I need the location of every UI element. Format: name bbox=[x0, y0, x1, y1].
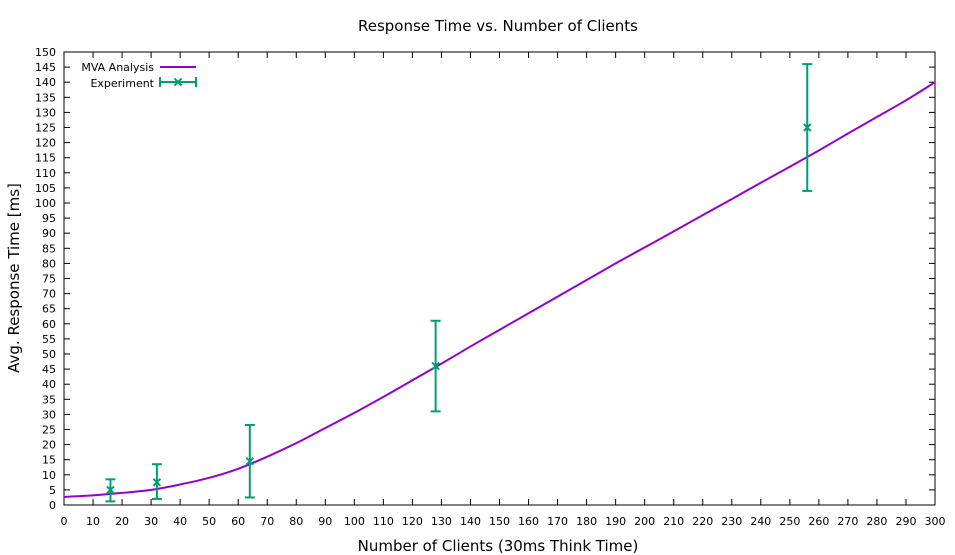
x-marker bbox=[431, 361, 440, 371]
experiment-point bbox=[430, 319, 441, 413]
y-tick-label: 15 bbox=[42, 454, 56, 467]
legend-x-marker bbox=[173, 77, 183, 87]
y-tick-label: 105 bbox=[35, 182, 56, 195]
x-tick-label: 10 bbox=[86, 515, 100, 528]
y-tick-label: 20 bbox=[42, 439, 56, 452]
y-tick-label: 75 bbox=[42, 273, 56, 286]
y-tick-label: 90 bbox=[42, 227, 56, 240]
x-tick-label: 110 bbox=[373, 515, 394, 528]
y-tick-label: 145 bbox=[35, 61, 56, 74]
y-tick-label: 110 bbox=[35, 167, 56, 180]
chart-title: Response Time vs. Number of Clients bbox=[358, 17, 638, 35]
y-tick-label: 70 bbox=[42, 288, 56, 301]
experiment-point bbox=[802, 63, 813, 192]
series-layer bbox=[63, 63, 936, 503]
y-tick-label: 95 bbox=[42, 212, 56, 225]
y-tick-label: 80 bbox=[42, 257, 56, 270]
y-tick-label: 150 bbox=[35, 46, 56, 59]
x-tick-label: 120 bbox=[402, 515, 423, 528]
y-tick-label: 125 bbox=[35, 122, 56, 135]
x-tick-label: 170 bbox=[547, 515, 568, 528]
y-axis-ticks: 0 5 10 15 20 25 30 35 40 45 50 55 60 65 70 75 80 85 90 95 10… bbox=[35, 46, 935, 512]
y-tick-label: 100 bbox=[35, 197, 56, 210]
y-axis-title: Avg. Response Time [ms] bbox=[5, 183, 23, 373]
x-tick-label: 80 bbox=[289, 515, 303, 528]
x-tick-label: 30 bbox=[144, 515, 158, 528]
experiment-point bbox=[151, 463, 162, 500]
x-tick-label: 160 bbox=[518, 515, 539, 528]
x-tick-label: 290 bbox=[895, 515, 916, 528]
y-tick-label: 60 bbox=[42, 318, 56, 331]
x-tick-label: 180 bbox=[576, 515, 597, 528]
x-tick-label: 300 bbox=[925, 515, 946, 528]
y-tick-label: 120 bbox=[35, 137, 56, 150]
x-tick-label: 220 bbox=[692, 515, 713, 528]
x-axis-title: Number of Clients (30ms Think Time) bbox=[358, 537, 639, 555]
y-tick-label: 25 bbox=[42, 424, 56, 437]
legend: MVA Analysis Experiment bbox=[81, 61, 197, 90]
x-tick-label: 40 bbox=[173, 515, 187, 528]
legend-label-mva: MVA Analysis bbox=[81, 61, 154, 74]
x-tick-label: 130 bbox=[431, 515, 452, 528]
x-tick-label: 260 bbox=[808, 515, 829, 528]
x-tick-label: 270 bbox=[837, 515, 858, 528]
y-tick-label: 135 bbox=[35, 91, 56, 104]
x-tick-label: 240 bbox=[750, 515, 771, 528]
y-tick-label: 50 bbox=[42, 348, 56, 361]
x-tick-label: 280 bbox=[866, 515, 887, 528]
y-tick-label: 40 bbox=[42, 378, 56, 391]
x-tick-label: 70 bbox=[260, 515, 274, 528]
x-tick-label: 230 bbox=[721, 515, 742, 528]
experiment-point bbox=[105, 478, 116, 503]
y-tick-label: 35 bbox=[42, 393, 56, 406]
x-tick-label: 250 bbox=[779, 515, 800, 528]
plot-frame bbox=[63, 51, 936, 506]
y-tick-label: 5 bbox=[49, 484, 56, 497]
y-tick-label: 140 bbox=[35, 76, 56, 89]
x-tick-label: 50 bbox=[202, 515, 216, 528]
x-tick-label: 200 bbox=[634, 515, 655, 528]
x-marker bbox=[245, 457, 255, 466]
y-tick-label: 115 bbox=[35, 152, 56, 165]
x-tick-label: 60 bbox=[231, 515, 245, 528]
y-tick-label: 10 bbox=[42, 469, 56, 482]
x-tick-label: 20 bbox=[115, 515, 129, 528]
y-tick-label: 130 bbox=[35, 106, 56, 119]
x-axis-ticks: 0 10 20 30 40 50 60 70 80 90 100 110 120 130 140 150 160… bbox=[61, 52, 946, 528]
y-tick-label: 45 bbox=[42, 363, 56, 376]
x-tick-label: 100 bbox=[344, 515, 365, 528]
x-tick-label: 90 bbox=[318, 515, 332, 528]
y-tick-label: 65 bbox=[42, 303, 56, 316]
x-marker bbox=[803, 123, 812, 132]
y-tick-label: 85 bbox=[42, 242, 56, 255]
y-tick-label: 55 bbox=[42, 333, 56, 346]
x-tick-label: 0 bbox=[61, 515, 68, 528]
legend-label-experiment: Experiment bbox=[90, 77, 154, 90]
y-tick-label: 0 bbox=[49, 499, 56, 512]
x-marker bbox=[106, 485, 115, 495]
y-tick-label: 30 bbox=[42, 408, 56, 421]
x-tick-label: 140 bbox=[460, 515, 481, 528]
x-tick-label: 150 bbox=[489, 515, 510, 528]
x-tick-label: 190 bbox=[605, 515, 626, 528]
series-line-mva-analysis bbox=[63, 81, 936, 498]
x-marker bbox=[152, 478, 162, 487]
legend-swatch-experiment bbox=[159, 77, 197, 87]
experiment-point bbox=[244, 423, 255, 499]
x-tick-label: 210 bbox=[663, 515, 684, 528]
